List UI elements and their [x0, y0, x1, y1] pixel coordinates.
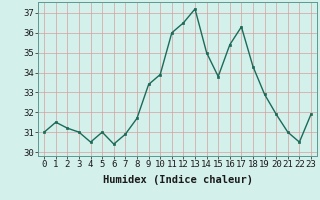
X-axis label: Humidex (Indice chaleur): Humidex (Indice chaleur) [103, 175, 252, 185]
